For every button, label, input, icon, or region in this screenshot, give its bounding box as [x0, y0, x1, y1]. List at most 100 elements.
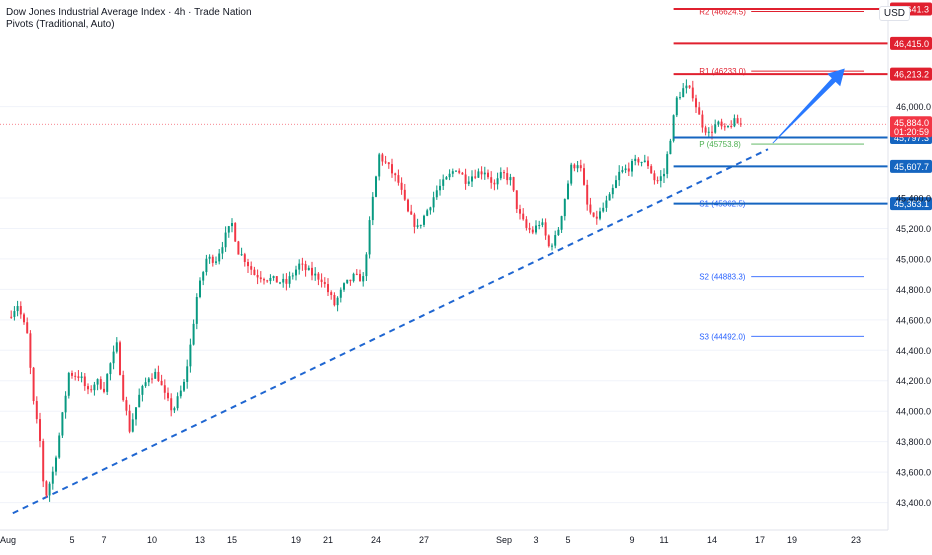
candle-body [320, 279, 323, 283]
candle-body [227, 226, 230, 233]
candle-body [304, 264, 307, 271]
candle-body [144, 382, 147, 387]
candle-body [256, 275, 259, 278]
candle-body [288, 276, 291, 284]
candle-body [704, 127, 707, 133]
candle-body [631, 161, 633, 172]
y-tick-label: 45,000.0 [896, 254, 931, 264]
x-tick-label: 13 [195, 535, 205, 545]
candle-body [183, 381, 185, 391]
candle-body [637, 158, 640, 163]
candle-body [179, 390, 182, 397]
candle-body [301, 263, 304, 265]
x-tick-label: 9 [629, 535, 634, 545]
x-tick-label: 17 [755, 535, 765, 545]
candle-body [279, 282, 281, 284]
countdown-label: 01:20:59 [894, 127, 929, 137]
candle-body [215, 261, 217, 263]
x-tick-label: 19 [787, 535, 797, 545]
x-tick-label: 5 [565, 535, 570, 545]
y-tick-label: 44,800.0 [896, 285, 931, 295]
candle-body [474, 176, 477, 178]
candle-body [202, 272, 205, 281]
candle-body [499, 172, 502, 179]
candle-body [397, 175, 400, 183]
y-tick-label: 44,600.0 [896, 315, 931, 325]
candle-body [266, 280, 269, 282]
candle-body [355, 273, 358, 275]
candle-body [541, 222, 544, 226]
y-tick-label: 43,400.0 [896, 498, 931, 508]
candle-body [570, 164, 573, 184]
candle-body [32, 367, 35, 402]
candle-body [250, 266, 253, 270]
candle-body [285, 278, 288, 284]
level-price-tag [890, 159, 932, 173]
candle-body [573, 164, 576, 169]
y-tick-label: 44,400.0 [896, 346, 931, 356]
candle-body [23, 314, 25, 323]
candle-body [653, 173, 656, 181]
candle-body [464, 174, 467, 184]
candle-body [77, 376, 80, 378]
candle-body [135, 407, 137, 420]
candle-body [435, 190, 438, 198]
candle-body [192, 323, 195, 345]
candle-body [327, 284, 329, 293]
candle-body [407, 199, 409, 212]
candle-body [531, 229, 534, 233]
candle-body [128, 410, 131, 432]
candle-body [496, 178, 499, 185]
candle-body [119, 342, 121, 375]
candle-body [64, 395, 67, 413]
candle-body [173, 408, 176, 411]
candle-body [314, 273, 317, 276]
candle-body [317, 273, 320, 280]
x-tick-label: 11 [659, 535, 668, 545]
candle-body [509, 177, 512, 181]
level-price-tag-label: 45,607.7 [894, 162, 929, 172]
pivot-label-p: P (45753.8) [699, 140, 741, 149]
candle-body [384, 161, 387, 163]
candle-body [375, 176, 377, 197]
candle-body [147, 378, 150, 383]
candle-body [528, 227, 531, 230]
candle-body [243, 254, 246, 262]
candle-body [295, 269, 297, 276]
candle-body [259, 277, 262, 280]
candle-body [61, 412, 64, 436]
candle-body [611, 187, 614, 195]
y-tick-label: 46,000.0 [896, 102, 931, 112]
candle-body [112, 351, 115, 364]
candle-body [42, 441, 45, 482]
currency-button[interactable]: USD [878, 6, 910, 21]
candle-body [269, 277, 272, 281]
candle-body [624, 168, 627, 171]
candle-body [458, 170, 461, 173]
candle-body [666, 154, 669, 174]
candle-body [291, 275, 294, 277]
candle-body [71, 373, 73, 376]
candle-body [125, 400, 128, 411]
candle-body [419, 224, 422, 226]
candle-body [730, 125, 733, 127]
candle-body [685, 85, 688, 89]
level-price-tag [890, 67, 932, 81]
candle-body [211, 256, 214, 263]
projection-arrow [772, 68, 845, 144]
candle-body [90, 389, 93, 391]
candle-body [263, 279, 265, 281]
candle-body [410, 211, 413, 215]
candle-body [247, 261, 249, 267]
candle-body [13, 311, 16, 317]
candle-body [695, 98, 697, 108]
candle-body [586, 184, 589, 205]
candle-body [448, 173, 451, 178]
x-tick-label: 5 [69, 535, 74, 545]
candle-body [208, 256, 211, 259]
candle-body [519, 209, 521, 214]
candle-body [663, 173, 665, 177]
candle-body [67, 373, 70, 396]
